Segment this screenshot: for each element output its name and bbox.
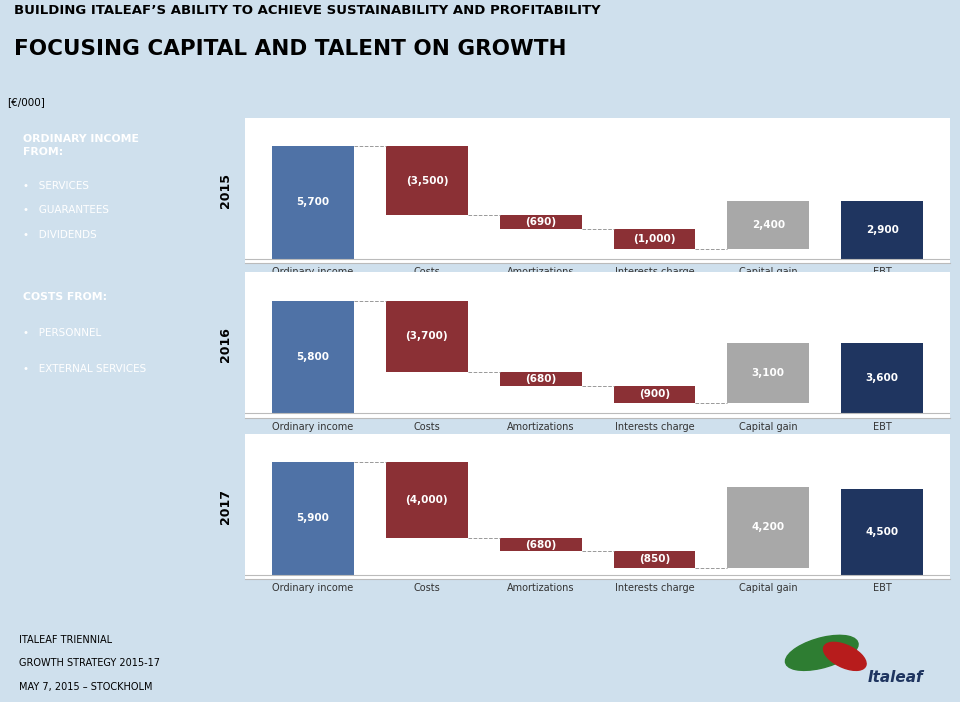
Text: 3,100: 3,100 [752,368,785,378]
Text: (1,000): (1,000) [634,234,676,244]
Text: •   DIVIDENDS: • DIVIDENDS [23,230,96,239]
Bar [613,229,695,249]
Text: (4,000): (4,000) [405,495,448,505]
Text: (680): (680) [525,374,557,384]
Bar [272,300,354,413]
Text: (850): (850) [638,555,670,564]
Bar [841,489,924,575]
Bar [613,551,695,568]
Text: •   PERSONNEL: • PERSONNEL [23,328,101,338]
Text: (3,500): (3,500) [406,176,448,186]
Text: FOCUSING CAPITAL AND TALENT ON GROWTH: FOCUSING CAPITAL AND TALENT ON GROWTH [14,39,567,60]
Text: COSTS FROM:: COSTS FROM: [23,292,107,302]
Text: (3,700): (3,700) [405,331,448,341]
Bar [841,343,924,413]
Text: 2016: 2016 [219,328,232,362]
Bar [728,201,809,249]
Text: (900): (900) [639,390,670,399]
Bar [386,300,468,372]
Bar [386,146,468,216]
Bar [272,146,354,259]
Bar [500,216,582,229]
Text: ITALEAF TRIENNIAL: ITALEAF TRIENNIAL [19,635,112,644]
Text: BUILDING ITALEAF’S ABILITY TO ACHIEVE SUSTAINABILITY AND PROFITABILITY: BUILDING ITALEAF’S ABILITY TO ACHIEVE SU… [14,4,601,18]
Text: (680): (680) [525,540,557,550]
Text: •   GUARANTEES: • GUARANTEES [23,206,108,216]
Bar [841,201,924,259]
Bar [500,538,582,551]
Text: •   EXTERNAL SERVICES: • EXTERNAL SERVICES [23,364,146,373]
Bar [272,462,354,575]
Text: 2015: 2015 [219,173,232,208]
Text: GROWTH STRATEGY 2015-17: GROWTH STRATEGY 2015-17 [19,658,160,668]
Text: [€/000]: [€/000] [7,97,45,107]
Ellipse shape [824,642,866,670]
Bar [386,462,468,538]
Text: MAY 7, 2015 – STOCKHOLM: MAY 7, 2015 – STOCKHOLM [19,682,153,691]
Text: 2017: 2017 [219,489,232,524]
Bar [728,343,809,403]
Bar [728,487,809,568]
Text: Italeaf: Italeaf [868,670,924,685]
Text: 2,400: 2,400 [752,220,785,230]
Text: ORDINARY INCOME
FROM:: ORDINARY INCOME FROM: [23,134,138,157]
Text: 3,600: 3,600 [866,373,899,383]
Text: •   SERVICES: • SERVICES [23,181,88,191]
Ellipse shape [785,635,858,670]
Text: 5,900: 5,900 [297,513,329,523]
Bar [500,372,582,385]
Text: 5,700: 5,700 [297,197,329,207]
Text: (690): (690) [525,217,556,227]
Text: 4,500: 4,500 [866,526,899,537]
Text: 2,900: 2,900 [866,225,899,235]
Text: 4,200: 4,200 [752,522,785,533]
Bar [613,385,695,403]
Text: 5,800: 5,800 [297,352,329,362]
